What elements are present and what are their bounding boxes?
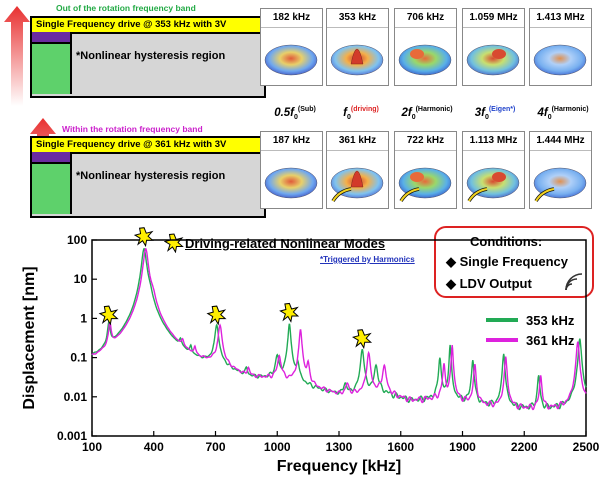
y-tick-label: 1: [80, 311, 87, 325]
condition-item: ◆ LDV Output: [446, 276, 532, 291]
mode-shape-tile: 187 kHz: [260, 131, 323, 209]
x-tick-label: 1600: [387, 440, 414, 454]
x-tick-label: 2500: [573, 440, 600, 454]
harmonic-label: f0(driving): [343, 106, 379, 122]
x-tick-label: 1300: [326, 440, 353, 454]
x-axis-label: Frequency [kHz]: [277, 458, 401, 475]
y-tick-label: 0.1: [70, 351, 87, 365]
drive-title: Single Frequency drive @ 353 kHz with 3V: [32, 18, 264, 34]
green-block: [32, 164, 72, 214]
starburst-icon: [98, 305, 119, 326]
starburst-icon: [351, 329, 373, 350]
condition-item: ◆ Single Frequency: [446, 254, 568, 269]
mode-shape-icon: [398, 167, 452, 202]
mode-frequency-label: 1.113 MHz: [463, 132, 524, 151]
legend-label: 361 kHz: [526, 333, 575, 348]
series-line-353-kHz: [91, 248, 587, 411]
mode-shape-tile: 353 kHz: [326, 8, 389, 86]
x-tick-label: 400: [144, 440, 164, 454]
x-tick-label: 1000: [264, 440, 291, 454]
mode-shape-tile: 182 kHz: [260, 8, 323, 86]
laser-signal-icon: [565, 273, 583, 291]
purple-block: [32, 32, 72, 44]
y-tick-label: 100: [67, 233, 87, 247]
purple-block: [32, 152, 72, 164]
mode-shape-tile: 722 kHz: [394, 131, 457, 209]
mode-shape-tile: 1.413 MHz: [529, 8, 592, 86]
green-block: [32, 44, 72, 94]
mode-shape-icon: [264, 167, 318, 199]
y-tick-label: 0.01: [64, 390, 88, 404]
mode-shape-icon: [330, 44, 384, 76]
displacement-spectrum-chart: 100 400 700 1000 1300 1600 1900 2200 2500 0.001 0.…: [21, 227, 600, 475]
legend-label: 353 kHz: [526, 313, 575, 328]
harmonic-label: 2f0(Harmonic): [401, 106, 453, 122]
x-tick-label: 100: [82, 440, 102, 454]
harmonic-label: 4f0(Harmonic): [537, 106, 589, 122]
mode-frequency-label: 187 kHz: [261, 132, 322, 151]
starburst-icon: [133, 227, 154, 248]
mode-frequency-label: 182 kHz: [261, 9, 322, 28]
mode-shape-tile: 706 kHz: [394, 8, 457, 86]
y-axis-label: Displacement [nm]: [21, 266, 38, 409]
x-tick-label: 700: [205, 440, 225, 454]
mode-shape-tile: 361 kHz: [326, 131, 389, 209]
starburst-icon: [279, 302, 300, 323]
mode-frequency-label: 706 kHz: [395, 9, 456, 28]
mode-shape-tile: 1.113 MHz: [462, 131, 525, 209]
up-arrow-icon: [4, 6, 30, 106]
starburst-icon: [206, 305, 227, 326]
conditions-box: Conditions: ◆ Single Frequency ◆ LDV Out…: [434, 226, 594, 298]
y-tick-label: 10: [74, 272, 88, 286]
mode-shape-tile: 1.059 MHz: [462, 8, 525, 86]
mode-frequency-label: 1.059 MHz: [463, 9, 524, 28]
mode-frequency-label: 722 kHz: [395, 132, 456, 151]
x-tick-label: 2200: [511, 440, 538, 454]
mode-shape-icon: [330, 167, 384, 202]
mode-shape-icon: [533, 44, 587, 76]
mode-shape-icon: [398, 44, 452, 76]
mode-shape-icon: [533, 167, 587, 202]
y-tick-label: 0.001: [57, 429, 87, 443]
conditions-title: Conditions:: [470, 234, 543, 249]
drive-title: Single Frequency drive @ 361 kHz with 3V: [32, 138, 264, 154]
hysteresis-label: *Nonlinear hysteresis region: [76, 170, 226, 182]
harmonic-label: 3f0(Eigen*): [474, 106, 516, 122]
mode-frequency-label: 353 kHz: [327, 9, 388, 28]
x-tick-label: 1900: [449, 440, 476, 454]
band-label: Out of the rotation frequency band: [56, 3, 196, 13]
mode-shape-icon: [264, 44, 318, 76]
mode-shape-icon: [466, 167, 520, 202]
mode-shape-tile: 1.444 MHz: [529, 131, 592, 209]
mode-frequency-label: 1.444 MHz: [530, 132, 591, 151]
drive-box: Single Frequency drive @ 353 kHz with 3V…: [30, 16, 266, 98]
mode-frequency-label: 1.413 MHz: [530, 9, 591, 28]
drive-box: Single Frequency drive @ 361 kHz with 3V…: [30, 136, 266, 218]
series-line-361-kHz: [91, 248, 587, 411]
mode-shape-icon: [466, 44, 520, 76]
band-label: Within the rotation frequency band: [62, 124, 203, 134]
harmonic-label: 0.5f0(Sub): [274, 106, 316, 122]
hysteresis-label: *Nonlinear hysteresis region: [76, 50, 226, 62]
legend-note: *Triggered by Harmonics: [320, 255, 415, 264]
mode-frequency-label: 361 kHz: [327, 132, 388, 151]
